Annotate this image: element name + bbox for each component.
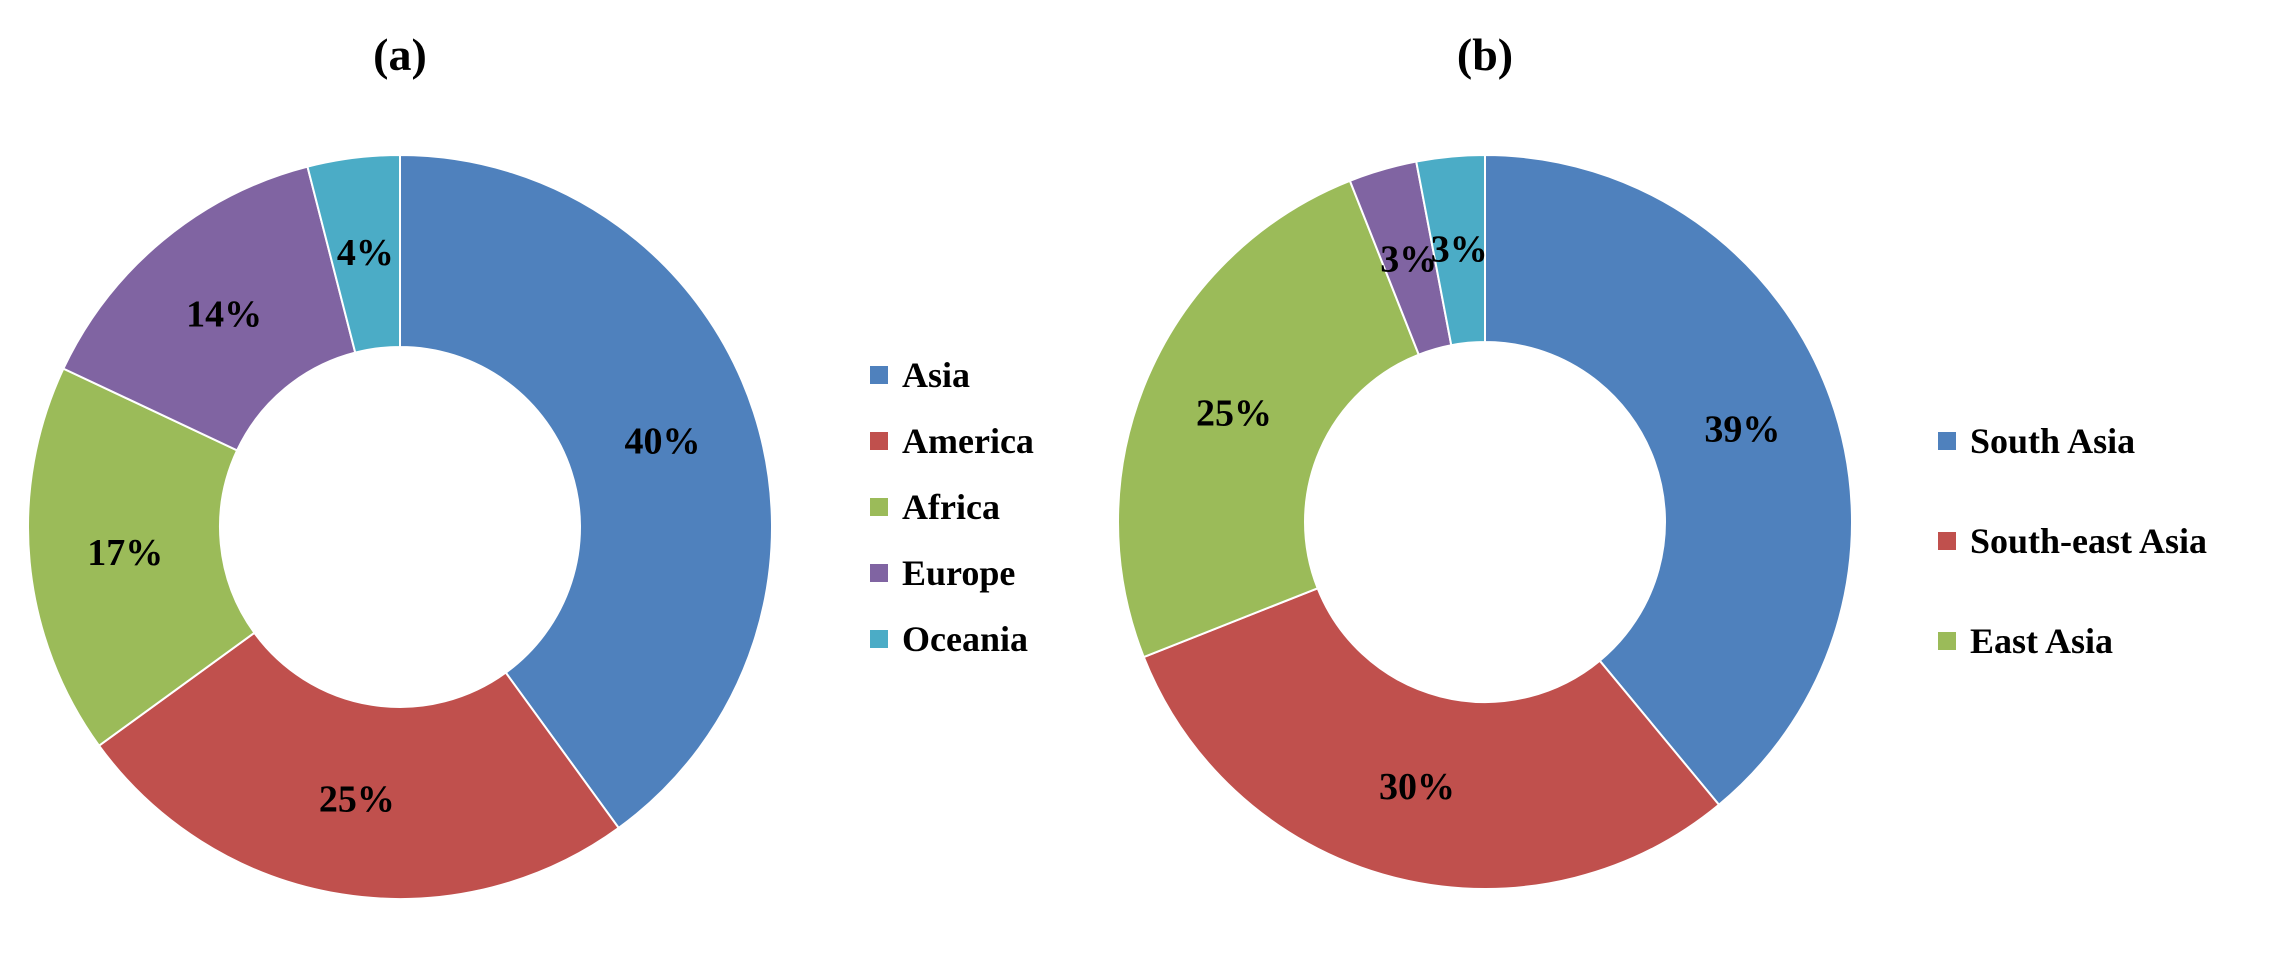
chart-b-slice-south-east-asia: [1142, 586, 1721, 890]
chart-a-slice-america: [97, 631, 621, 900]
chart-b-legend-label-south-east-asia: South-east Asia: [1970, 521, 2207, 561]
chart-b-slice-label-south-east-asia: 30%: [1379, 766, 1455, 808]
chart-a-slice-asia: [399, 153, 773, 830]
chart-b-slice-east-asia: [1117, 179, 1421, 659]
chart-a-slice-africa: [27, 367, 256, 748]
chart-b-slice-label-east-asia: 25%: [1196, 392, 1272, 434]
chart-b-slice-label-segment-5: 3%: [1431, 229, 1488, 271]
chart-a-legend-swatch-africa: [870, 498, 888, 516]
chart-b-legend-label-south-asia: South Asia: [1970, 421, 2135, 461]
chart-b-slice-label-segment-4: 3%: [1380, 238, 1437, 280]
chart-a-legend-swatch-america: [870, 432, 888, 450]
chart-b-legend-swatch-south-east-asia: [1938, 532, 1956, 550]
chart-b-title: (b): [1457, 29, 1513, 80]
chart-a-legend-label-asia: Asia: [902, 355, 970, 395]
chart-a-legend-swatch-asia: [870, 366, 888, 384]
chart-a-slice-label-america: 25%: [319, 779, 395, 821]
chart-a-slice-europe: [62, 165, 357, 452]
chart-a-legend-swatch-oceania: [870, 630, 888, 648]
chart-a-legend: Asia America Africa Europe Oceania: [870, 355, 1034, 659]
chart-a-slice-oceania: [306, 153, 401, 354]
chart-b-legend-swatch-south-asia: [1938, 432, 1956, 450]
chart-a-slice-label-asia: 40%: [624, 421, 700, 463]
chart-a-slice-label-oceania: 4%: [337, 232, 394, 274]
chart-b: (b) 39% 30% 25% 3%3% South Asia South-east A…: [1117, 29, 2207, 890]
chart-b-legend-swatch-east-asia: [1938, 632, 1956, 650]
chart-a-legend-label-oceania: Oceania: [902, 619, 1028, 659]
chart-b-slices: [1117, 153, 1853, 890]
chart-b-legend: South Asia South-east Asia East Asia: [1938, 421, 2207, 661]
chart-a: (a) 40% 25% 17% 14% 4% Asia America Africa Euro…: [27, 29, 1034, 900]
chart-b-legend-label-east-asia: East Asia: [1970, 621, 2113, 661]
chart-a-legend-label-america: America: [902, 421, 1034, 461]
chart-a-slice-label-africa: 17%: [87, 532, 163, 574]
chart-a-title: (a): [373, 29, 427, 80]
chart-b-slice-label-south-asia: 39%: [1704, 408, 1780, 450]
chart-a-slice-labels: 40% 25% 17% 14% 4%: [87, 232, 700, 820]
chart-b-slice-labels: 39% 30% 25% 3%3%: [1196, 229, 1780, 808]
chart-a-legend-label-europe: Europe: [902, 553, 1015, 593]
chart-a-slices: [27, 153, 773, 900]
chart-a-legend-label-africa: Africa: [902, 487, 1000, 527]
chart-a-legend-swatch-europe: [870, 564, 888, 582]
chart-b-slice-segment-5: [1415, 153, 1486, 347]
chart-b-slice-south-asia: [1484, 153, 1853, 807]
chart-a-slice-label-europe: 14%: [186, 293, 262, 335]
